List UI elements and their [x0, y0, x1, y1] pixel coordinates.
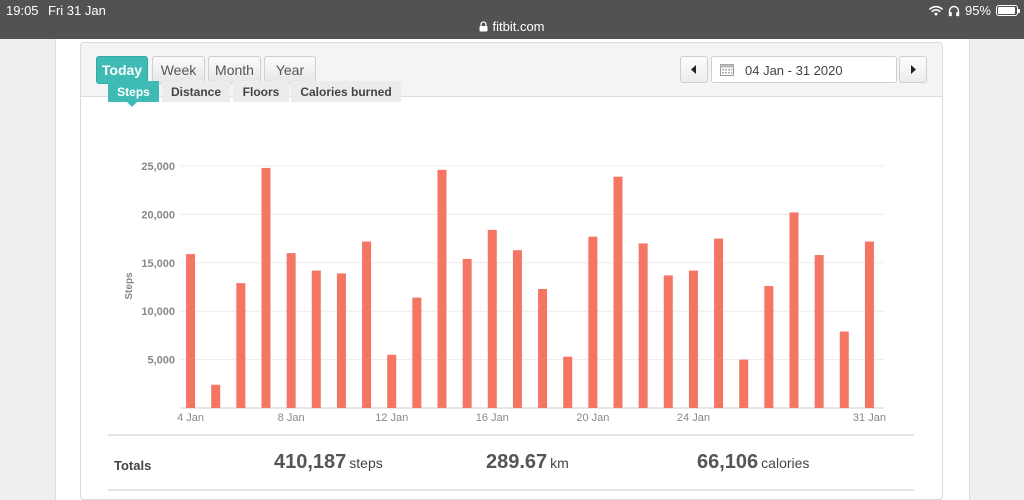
- bar-28-jan[interactable]: [789, 212, 799, 408]
- bar-15-jan[interactable]: [462, 258, 472, 408]
- y-tick-label: 15,000: [141, 258, 175, 270]
- y-axis-label: Steps: [124, 272, 135, 300]
- tab-week[interactable]: Week: [152, 56, 205, 84]
- wifi-icon: [929, 5, 943, 16]
- battery-percent: 95%: [964, 3, 991, 18]
- bar-25-jan[interactable]: [714, 238, 724, 408]
- x-tick-label: 16 Jan: [476, 412, 509, 424]
- total-calories: 66,106 calories: [697, 451, 809, 474]
- total-steps-unit: steps: [349, 455, 383, 471]
- caret-left-icon: [691, 65, 696, 74]
- total-distance: 289.67 km: [486, 451, 569, 474]
- bar-4-jan[interactable]: [186, 254, 196, 408]
- tab-today[interactable]: Today: [96, 56, 148, 84]
- steps-bar-chart: 5,000 10,000 15,000 20,000 25,000 4 Jan 8 Jan…: [124, 161, 886, 424]
- status-indicators: 95%: [929, 3, 1020, 18]
- x-tick-label: 20 Jan: [576, 412, 609, 424]
- totals-label: Totals: [114, 458, 152, 473]
- page-edge: [969, 39, 970, 500]
- next-range-button[interactable]: [899, 56, 927, 83]
- bar-26-jan[interactable]: [739, 359, 749, 408]
- x-tick-label: 4 Jan: [177, 412, 204, 424]
- bar-21-jan[interactable]: [613, 176, 623, 408]
- tab-floors[interactable]: Floors: [233, 81, 289, 102]
- tab-steps[interactable]: Steps: [108, 81, 159, 107]
- headphones-icon: [948, 5, 960, 16]
- status-date: Fri 31 Jan: [48, 3, 106, 18]
- y-tick-label: 10,000: [141, 306, 175, 318]
- caret-right-icon: [911, 65, 916, 74]
- total-calories-value: 66,106: [697, 451, 759, 473]
- total-distance-value: 289.67: [486, 451, 548, 473]
- bar-6-jan[interactable]: [236, 283, 246, 408]
- bar-16-jan[interactable]: [487, 229, 497, 408]
- total-steps: 410,187 steps: [274, 451, 383, 474]
- page-edge: [55, 39, 56, 500]
- bar-12-jan[interactable]: [387, 354, 397, 408]
- total-distance-unit: km: [550, 455, 569, 471]
- tab-distance[interactable]: Distance: [162, 81, 230, 102]
- divider: [108, 489, 914, 491]
- date-range-text: 04 Jan - 31 2020: [745, 63, 843, 78]
- bar-17-jan[interactable]: [512, 250, 522, 408]
- bar-29-jan[interactable]: [814, 255, 824, 408]
- calendar-icon: [720, 64, 734, 76]
- previous-range-button[interactable]: [680, 56, 708, 83]
- ios-status-bar: 19:05 Fri 31 Jan fitbit.com 95%: [0, 0, 1024, 39]
- bar-30-jan[interactable]: [839, 331, 849, 408]
- x-tick-label: 12 Jan: [375, 412, 408, 424]
- bar-23-jan[interactable]: [663, 275, 673, 408]
- bar-8-jan[interactable]: [286, 253, 296, 408]
- bar-14-jan[interactable]: [437, 169, 447, 408]
- tab-month[interactable]: Month: [208, 56, 261, 84]
- y-tick-label: 25,000: [141, 161, 175, 173]
- divider: [108, 434, 914, 436]
- bar-13-jan[interactable]: [412, 297, 422, 408]
- x-tick-label: 8 Jan: [278, 412, 305, 424]
- battery-icon: [996, 5, 1020, 16]
- total-calories-unit: calories: [761, 455, 810, 471]
- address-bar[interactable]: fitbit.com: [0, 19, 1024, 34]
- y-tick-label: 20,000: [141, 209, 175, 221]
- bar-19-jan[interactable]: [563, 356, 573, 408]
- x-tick-label: 24 Jan: [677, 412, 710, 424]
- url-text: fitbit.com: [492, 19, 545, 34]
- x-tick-label: 31 Jan: [853, 412, 886, 424]
- date-range-picker[interactable]: 04 Jan - 31 2020: [711, 56, 897, 83]
- status-time: 19:05: [6, 3, 39, 18]
- tab-calories-burned[interactable]: Calories burned: [291, 81, 401, 102]
- y-tick-label: 5,000: [147, 355, 175, 367]
- bar-24-jan[interactable]: [688, 270, 698, 408]
- bar-9-jan[interactable]: [311, 270, 321, 408]
- bar-11-jan[interactable]: [362, 241, 372, 408]
- lock-icon: [479, 21, 488, 32]
- bar-20-jan[interactable]: [588, 236, 598, 408]
- bar-7-jan[interactable]: [261, 167, 271, 408]
- bar-27-jan[interactable]: [764, 286, 774, 408]
- tab-year[interactable]: Year: [264, 56, 316, 84]
- bar-5-jan[interactable]: [211, 384, 221, 408]
- bar-18-jan[interactable]: [538, 288, 548, 408]
- activity-card: Today Week Month Year 04 Jan - 31 2020: [80, 42, 943, 500]
- bar-31-jan[interactable]: [864, 241, 874, 408]
- bar-22-jan[interactable]: [638, 243, 648, 408]
- bar-10-jan[interactable]: [336, 273, 346, 408]
- total-steps-value: 410,187: [274, 451, 347, 473]
